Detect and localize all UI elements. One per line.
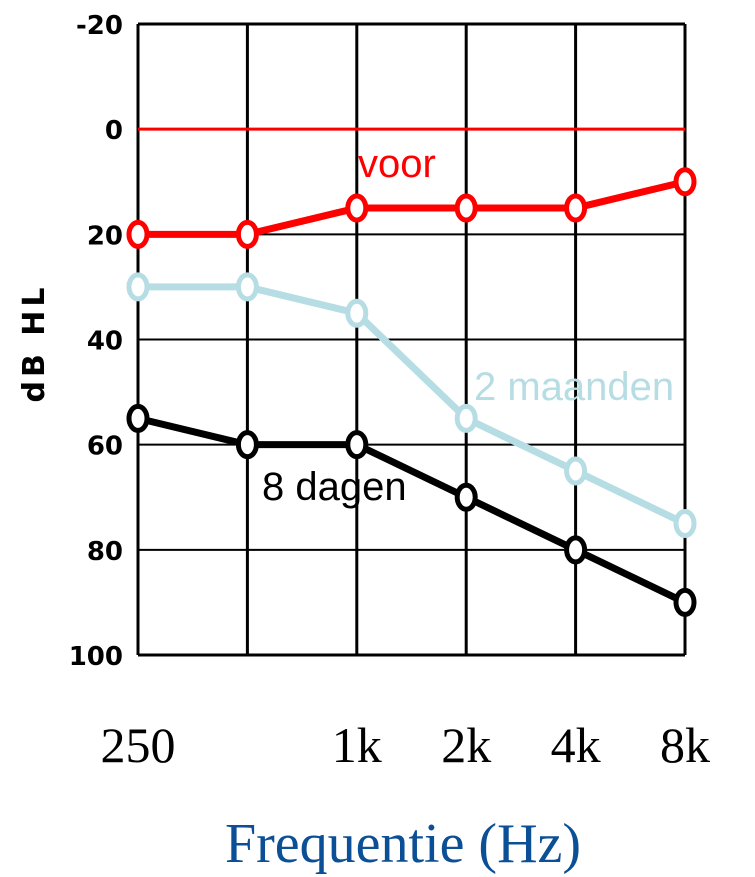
data-point-marker	[345, 430, 369, 460]
y-tick-label: 0	[105, 116, 123, 146]
data-point-marker	[126, 272, 150, 302]
series-label-8-dagen: 8 dagen	[262, 465, 407, 509]
x-axis-label: Frequentie (Hz)	[225, 813, 581, 875]
y-tick-label: 100	[69, 642, 123, 672]
data-point-marker	[564, 535, 588, 565]
data-point-marker	[564, 193, 588, 223]
x-tick-label: 250	[101, 717, 176, 773]
data-point-marker	[345, 193, 369, 223]
data-point-marker	[235, 219, 259, 249]
series-label-2-maanden: 2 maanden	[474, 365, 674, 409]
series-8-dagen	[126, 403, 697, 617]
data-point-marker	[345, 298, 369, 328]
data-point-marker	[673, 509, 697, 539]
x-tick-label: 2k	[441, 717, 491, 773]
data-point-marker	[673, 167, 697, 197]
x-tick-label: 8k	[660, 717, 710, 773]
y-tick-label: 60	[87, 432, 123, 462]
y-tick-label: 40	[87, 327, 123, 357]
x-tick-label: 4k	[551, 717, 601, 773]
series-layer	[126, 167, 697, 617]
y-tick-label: 20	[87, 221, 123, 251]
data-point-marker	[126, 403, 150, 433]
y-tick-label: -20	[76, 11, 123, 41]
y-tick-label: 80	[87, 537, 123, 567]
data-point-marker	[235, 272, 259, 302]
data-point-marker	[454, 193, 478, 223]
x-tick-label: 1k	[332, 717, 382, 773]
y-tick-labels: -20 0 20 40 60 80 100	[69, 11, 123, 672]
series-line	[138, 283, 687, 527]
data-point-marker	[454, 403, 478, 433]
series-2-maanden	[126, 272, 697, 539]
series-voor	[126, 167, 697, 249]
data-point-marker	[673, 587, 697, 617]
x-tick-labels: 250 1k 2k 4k 8k	[101, 717, 711, 773]
data-point-marker	[235, 430, 259, 460]
data-point-marker	[126, 219, 150, 249]
series-label-voor: voor	[358, 142, 436, 186]
y-axis-label: dB HL	[17, 283, 52, 402]
data-point-marker	[454, 482, 478, 512]
series-line	[138, 178, 686, 238]
data-point-marker	[564, 456, 588, 486]
series-line	[137, 414, 687, 606]
